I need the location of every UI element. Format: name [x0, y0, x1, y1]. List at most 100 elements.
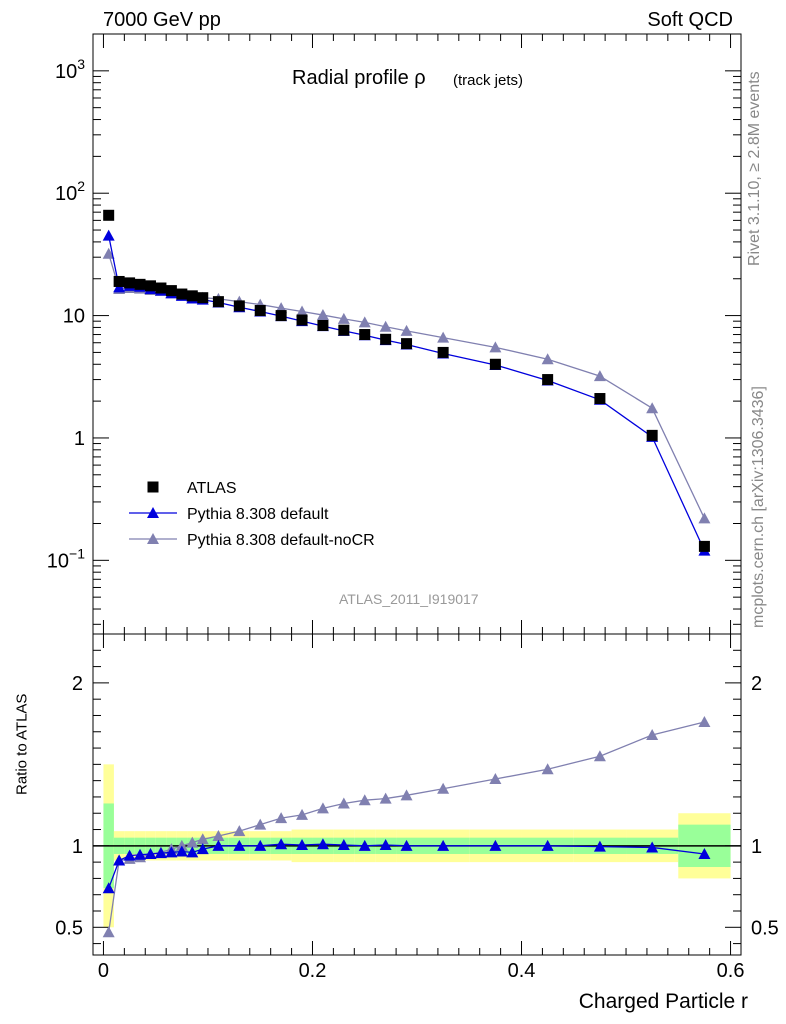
ratio-point-nocr	[296, 808, 309, 820]
point-atlas	[197, 292, 209, 304]
ratio-point-default	[212, 839, 225, 851]
ratio-series-nocr	[102, 715, 711, 938]
point-atlas	[165, 285, 177, 297]
ratio-point-nocr	[275, 812, 288, 824]
ratio-point-nocr	[254, 818, 267, 830]
ratio-point-default	[102, 882, 115, 894]
point-atlas	[233, 300, 245, 312]
ratio-point-default	[296, 839, 309, 851]
ratio-point-default	[186, 846, 199, 858]
ratio-point-nocr	[175, 839, 188, 851]
point-atlas	[134, 278, 146, 290]
header-left: 7000 GeV pp	[103, 9, 221, 31]
x-tick-label: 0.2	[299, 960, 327, 982]
point-pythia-nocr	[337, 312, 350, 324]
y-tick-label: 10−1	[47, 545, 85, 572]
ratio-point-default	[113, 854, 126, 866]
ratio-point-default	[154, 847, 167, 859]
legend: ATLAS Pythia 8.308 default Pythia 8.308 de…	[129, 480, 375, 549]
ratio-point-default	[646, 841, 659, 853]
point-atlas	[698, 540, 710, 552]
ratio-frame	[92, 633, 742, 956]
point-atlas	[317, 319, 329, 331]
ratio-point-nocr	[646, 729, 659, 741]
x-tick-label: 0.6	[717, 960, 745, 982]
ratio-point-default	[175, 845, 188, 857]
point-pythia-nocr	[593, 370, 606, 382]
point-pythia-nocr	[437, 331, 450, 343]
point-pythia-nocr	[358, 316, 371, 328]
ratio-point-default	[196, 843, 209, 855]
legend-entry: Pythia 8.308 default	[187, 506, 329, 523]
ratio-y-axis-label: Ratio to ATLAS	[13, 693, 31, 795]
ratio-point-nocr	[358, 794, 371, 806]
point-atlas	[103, 209, 115, 221]
ratio-point-nocr	[196, 833, 209, 845]
y-tick-label: 10	[63, 306, 85, 328]
series-atlas	[103, 209, 710, 552]
point-atlas	[359, 329, 371, 341]
point-atlas	[338, 324, 350, 336]
ratio-point-default	[165, 846, 178, 858]
ratio-y-tick-label-right: 2	[751, 673, 762, 695]
ratio-y-tick-label: 1	[72, 836, 83, 858]
ratio-point-default	[358, 839, 371, 851]
point-atlas	[542, 374, 554, 386]
y-tick-label: 102	[55, 178, 85, 205]
analysis-id: ATLAS_2011_I919017	[339, 591, 479, 607]
point-pythia-nocr	[400, 324, 413, 336]
ratio-y-tick-label-right: 1	[751, 836, 762, 858]
legend-marker-nocr	[147, 533, 159, 544]
ratio-point-nocr	[593, 750, 606, 762]
point-atlas	[646, 429, 658, 441]
point-atlas	[275, 310, 287, 322]
point-pythia-nocr	[646, 402, 659, 414]
point-atlas	[144, 280, 156, 292]
point-pythia-nocr	[316, 309, 329, 321]
ratio-point-default	[144, 847, 157, 859]
ratio-point-default	[134, 848, 147, 860]
ratio-point-default	[698, 847, 711, 859]
legend-marker-default	[147, 507, 159, 518]
point-pythia-default	[102, 229, 115, 241]
ratio-point-default	[489, 839, 502, 851]
ratio-point-nocr	[698, 715, 711, 727]
x-tick-label: 0.4	[508, 960, 536, 982]
x-axis-label: Charged Particle r	[578, 990, 748, 1013]
chart-subtitle: (track jets)	[453, 72, 524, 89]
ratio-point-nocr	[186, 836, 199, 848]
point-atlas	[296, 314, 308, 326]
point-pythia-nocr	[102, 247, 115, 259]
point-atlas	[124, 277, 136, 289]
x-ticks	[102, 34, 732, 955]
point-atlas	[437, 346, 449, 358]
ratio-point-default	[254, 839, 267, 851]
rivet-label: Rivet 3.1.10, ≥ 2.8M events	[746, 71, 763, 266]
ratio-point-default	[233, 839, 246, 851]
ratio-point-nocr	[337, 797, 350, 809]
point-atlas	[380, 333, 392, 345]
y-ticks-main	[93, 33, 741, 625]
ratio-point-nocr	[400, 789, 413, 801]
ratio-point-nocr	[212, 830, 225, 842]
ratio-point-nocr	[541, 763, 554, 775]
point-atlas	[113, 275, 125, 287]
ratio-y-tick-label: 0.5	[55, 917, 83, 939]
point-pythia-nocr	[541, 353, 554, 365]
ratio-point-default	[316, 838, 329, 850]
line-pythia-default	[108, 235, 706, 551]
x-tick-label: 0	[98, 960, 109, 982]
point-atlas	[176, 288, 188, 300]
ratio-series-default	[102, 838, 711, 894]
chart-title: Radial profile ρ	[292, 67, 426, 89]
point-pythia-nocr	[698, 512, 711, 524]
legend-entry: ATLAS	[187, 480, 237, 497]
point-atlas	[401, 338, 413, 350]
point-atlas	[594, 393, 606, 405]
ratio-point-default	[275, 838, 288, 850]
point-pythia-nocr	[489, 341, 502, 353]
ratio-y-tick-label: 2	[72, 673, 83, 695]
point-atlas	[212, 296, 224, 308]
ratio-point-default	[379, 839, 392, 851]
